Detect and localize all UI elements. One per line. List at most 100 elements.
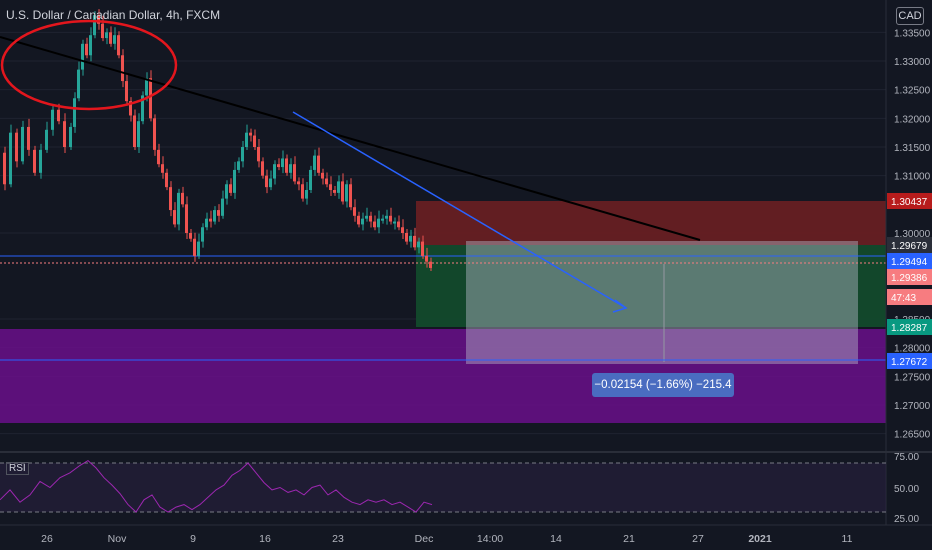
price-label-1: 1.29679 xyxy=(891,241,928,252)
candle-81 xyxy=(345,184,348,202)
candle-9 xyxy=(51,109,54,130)
candle-79 xyxy=(337,181,340,193)
candle-26 xyxy=(125,81,128,102)
candle-4 xyxy=(21,126,24,162)
candle-8 xyxy=(45,129,48,150)
candle-54 xyxy=(237,161,240,170)
candle-35 xyxy=(161,164,164,173)
candle-37 xyxy=(169,187,172,211)
candle-23 xyxy=(113,35,116,44)
purple-zone xyxy=(0,329,886,423)
candle-36 xyxy=(165,172,168,188)
candle-17 xyxy=(89,35,92,56)
time-tick-2: 9 xyxy=(190,533,196,545)
candle-66 xyxy=(285,158,288,173)
candle-52 xyxy=(229,184,232,193)
candle-1 xyxy=(3,152,6,185)
price-label-box-0 xyxy=(887,193,932,209)
price-series xyxy=(3,9,432,271)
candle-102 xyxy=(429,261,432,268)
candle-43 xyxy=(193,238,196,256)
measure-box[interactable] xyxy=(466,241,858,364)
price-tick-11: 1.26500 xyxy=(894,430,931,441)
price-tick-3: 1.32000 xyxy=(894,114,931,125)
candle-91 xyxy=(385,215,388,219)
price-tick-10: 1.27000 xyxy=(894,401,931,412)
candle-87 xyxy=(369,215,372,222)
measure-readout: −0.02154 (−1.66%) −215.4 xyxy=(592,373,734,397)
price-tick-4: 1.31500 xyxy=(894,143,931,154)
time-axis[interactable]: 26 Nov 9 16 23 Dec 14:00 14 21 27 2021 11 xyxy=(41,533,852,545)
candle-55 xyxy=(241,147,244,162)
candle-63 xyxy=(273,164,276,179)
candle-82 xyxy=(349,184,352,208)
rsi-axis: 75.00 50.00 25.00 xyxy=(894,452,919,525)
candle-38 xyxy=(173,210,176,225)
projection-line[interactable] xyxy=(292,111,627,309)
candle-60 xyxy=(261,161,264,176)
time-tick-5: Dec xyxy=(415,533,434,545)
candle-89 xyxy=(377,218,380,228)
candle-65 xyxy=(281,158,284,168)
candle-86 xyxy=(365,215,368,219)
candle-72 xyxy=(309,169,312,190)
price-label-2: 1.29494 xyxy=(891,257,928,268)
candle-19 xyxy=(97,15,100,24)
candle-80 xyxy=(341,181,344,202)
candle-58 xyxy=(253,135,256,147)
price-label-3: 1.29386 xyxy=(891,273,928,284)
candle-59 xyxy=(257,147,260,162)
highlight-ellipse[interactable] xyxy=(0,19,178,111)
candle-57 xyxy=(249,132,252,136)
price-tick-1: 1.33000 xyxy=(894,57,931,68)
chart-title: U.S. Dollar / Canadian Dollar, 4h, FXCM xyxy=(6,8,221,22)
candle-75 xyxy=(321,172,324,179)
candle-7 xyxy=(39,149,42,173)
price-tick-9: 1.27500 xyxy=(894,372,931,383)
candle-21 xyxy=(105,32,108,39)
price-label-0: 1.30437 xyxy=(891,197,928,208)
rsi-label[interactable]: RSI xyxy=(6,462,29,475)
price-label-box-6 xyxy=(887,353,932,369)
time-tick-3: 16 xyxy=(259,533,271,545)
candle-85 xyxy=(361,218,364,225)
price-axis[interactable]: 1.33500 1.33000 1.32500 1.32000 1.31500 1.310… xyxy=(894,28,931,440)
time-tick-0: 26 xyxy=(41,533,53,545)
price-tick-2: 1.32500 xyxy=(894,86,931,97)
price-labels: 1.30437 1.29679 1.29494 1.29386 47:43 1.28287… xyxy=(887,193,932,369)
candle-34 xyxy=(157,149,160,165)
time-tick-10: 2021 xyxy=(748,533,772,545)
candle-98 xyxy=(413,235,416,248)
candle-76 xyxy=(325,178,328,185)
candle-92 xyxy=(389,215,392,222)
price-label-5: 1.28287 xyxy=(891,323,928,334)
candle-94 xyxy=(397,221,400,228)
candle-13 xyxy=(73,98,76,127)
time-tick-4: 23 xyxy=(332,533,344,545)
candle-14 xyxy=(77,69,80,99)
time-tick-9: 27 xyxy=(692,533,704,545)
candle-15 xyxy=(81,43,84,70)
candle-83 xyxy=(353,207,356,216)
rsi-tick-2: 25.00 xyxy=(894,514,919,525)
candle-96 xyxy=(405,233,408,242)
candle-70 xyxy=(301,184,304,199)
rsi-series xyxy=(0,459,433,513)
candle-93 xyxy=(393,221,396,224)
candle-84 xyxy=(357,215,360,225)
trendline-black[interactable] xyxy=(0,36,701,241)
candle-40 xyxy=(181,192,184,205)
candle-97 xyxy=(409,235,412,242)
candle-53 xyxy=(233,169,236,193)
candle-28 xyxy=(133,115,136,147)
candle-10 xyxy=(57,109,60,122)
candle-16 xyxy=(85,43,88,56)
candle-47 xyxy=(209,218,212,222)
time-tick-7: 14 xyxy=(550,533,562,545)
candle-50 xyxy=(221,198,224,216)
candle-39 xyxy=(177,192,180,225)
candle-95 xyxy=(401,227,404,233)
candle-101 xyxy=(425,255,428,262)
currency-badge[interactable]: CAD xyxy=(896,7,924,25)
